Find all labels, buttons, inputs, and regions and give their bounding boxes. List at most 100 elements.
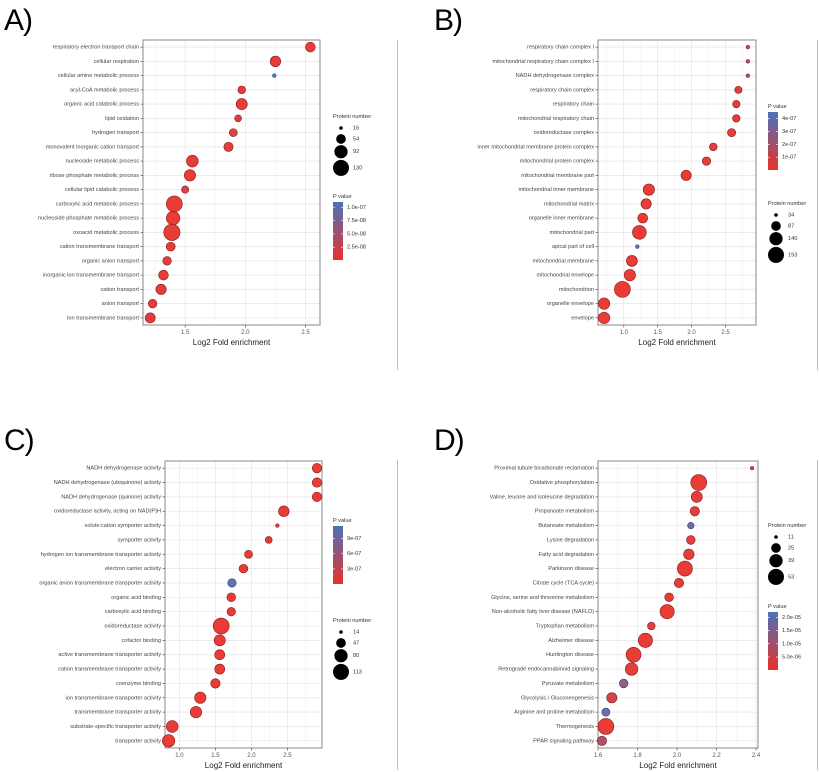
y-tick-label: Tryptophan metabolism: [536, 624, 595, 630]
y-tick-label: mitochondrial matrix: [544, 201, 594, 207]
x-tick-label: 2.0: [673, 753, 682, 759]
data-point: [683, 548, 695, 560]
y-tick-label: carboxylic acid metabolic process: [56, 201, 140, 207]
y-tick-label: mitochondrial protein complex: [520, 159, 595, 165]
x-tick-label: 2.4: [752, 753, 761, 759]
y-tick-label: cofactor binding: [122, 638, 162, 644]
color-legend-bar: [768, 112, 778, 170]
y-tick-label: ion transmembrane transporter activity: [66, 695, 162, 701]
data-point: [606, 692, 618, 704]
data-point: [235, 98, 248, 110]
data-point: [227, 578, 237, 588]
size-legend-label: 14: [353, 629, 359, 635]
y-tick-label: transmembrane transporter activity: [75, 710, 162, 716]
y-tick-label: coenzyme binding: [116, 681, 161, 687]
data-point: [213, 634, 226, 647]
data-point: [597, 718, 615, 735]
y-tick-label: cellular lipid catabolic process: [65, 187, 139, 193]
data-point: [637, 632, 653, 648]
data-point: [745, 73, 750, 78]
color-legend-label: 5.0e-08: [347, 231, 366, 237]
y-tick-label: acyl-CoA metabolic process: [70, 87, 139, 93]
y-tick-label: hydrogen transport: [92, 130, 139, 136]
size-legend-key: [768, 246, 784, 263]
panel-label-d: D): [434, 424, 465, 457]
panel-label-c: C): [4, 424, 35, 457]
y-tick-label: Glycine, serine and threonine metabolism: [491, 595, 594, 601]
x-tick-label: 2.2: [712, 753, 721, 759]
panel-label-a: A): [4, 4, 33, 37]
plot-area: [164, 460, 323, 749]
data-point: [614, 281, 631, 298]
y-tick-label: Valine, leucine and isoleucine degradati…: [490, 494, 594, 500]
data-point: [635, 244, 640, 249]
y-tick-label: Pyruvate metabolism: [542, 681, 595, 687]
plot-frame: [164, 460, 323, 749]
plot-area: [597, 460, 759, 749]
data-point: [640, 198, 652, 210]
data-point: [226, 607, 236, 617]
size-legend-label: 53: [788, 574, 794, 580]
y-tick-label: symporter activity: [117, 537, 161, 543]
size-legend-label: 193: [788, 252, 797, 258]
y-tick-label: respiratory chain complex I: [527, 45, 594, 51]
color-legend-title: P value: [333, 518, 352, 524]
x-tick-label: 2.0: [687, 330, 696, 336]
data-point: [210, 678, 221, 689]
data-point: [305, 41, 316, 53]
size-legend-label: 16: [353, 125, 359, 131]
data-point: [229, 128, 238, 137]
y-tick-label: mitochondrial membrane: [532, 258, 594, 264]
y-tick-label: hydrogen ion transmembrane transporter a…: [41, 552, 162, 558]
y-tick-label: respiratory electron transport chain: [53, 45, 139, 51]
x-axis-title: Log2 Fold enrichment: [193, 338, 271, 347]
data-point: [690, 474, 708, 491]
size-legend-label: 113: [353, 669, 362, 675]
data-point: [677, 560, 693, 577]
data-point: [186, 154, 199, 168]
data-point: [632, 225, 647, 240]
color-legend-label: 5.0e-06: [782, 655, 801, 661]
size-legend-key: [339, 126, 343, 130]
panel-c-border: [397, 460, 398, 770]
data-point: [275, 523, 280, 528]
data-point: [181, 185, 190, 194]
y-tick-label: cellular amine metabolic process: [58, 73, 139, 79]
panel-a-border: [397, 40, 398, 370]
plot-frame: [597, 460, 759, 749]
y-tick-label: Lysine degradation: [547, 537, 594, 543]
data-point: [244, 549, 253, 559]
data-point: [664, 592, 674, 603]
data-point: [732, 100, 741, 109]
data-point: [626, 255, 638, 267]
color-legend-bar: [333, 526, 343, 584]
x-tick-label: 1.0: [620, 330, 629, 336]
data-point: [144, 312, 156, 324]
y-tick-label: cation transport: [100, 287, 139, 293]
data-point: [311, 463, 322, 474]
y-tick-label: mitochondrial envelope: [536, 273, 594, 279]
y-tick-label: inorganic ion transmembrane transport: [43, 273, 140, 279]
y-tick-label: envelope: [571, 315, 594, 321]
y-tick-label: NADH dehydrogenase complex: [516, 73, 595, 79]
x-tick-label: 1.5: [654, 330, 663, 336]
plot-frame: [142, 39, 321, 326]
data-point: [237, 85, 246, 95]
data-point: [163, 223, 181, 241]
data-point: [596, 735, 607, 746]
y-tick-label: NADH dehydrogenase (ubiquinone) activity: [54, 480, 161, 486]
x-tick-label: 1.6: [594, 753, 603, 759]
data-point: [625, 662, 639, 676]
y-tick-label: carboxylic acid binding: [105, 609, 161, 615]
y-tick-label: inner mitochondrial membrane protein com…: [477, 144, 594, 150]
y-tick-label: respiratory chain: [553, 102, 594, 108]
color-legend-label: 1.5e-05: [782, 628, 801, 634]
data-point: [647, 621, 656, 631]
color-legend-label: 1e-07: [782, 155, 796, 161]
data-point: [212, 617, 230, 635]
data-point: [734, 85, 743, 94]
y-tick-label: Butanoate metabolism: [538, 523, 594, 529]
x-tick-label: 1.0: [175, 753, 184, 759]
data-point: [184, 169, 196, 182]
